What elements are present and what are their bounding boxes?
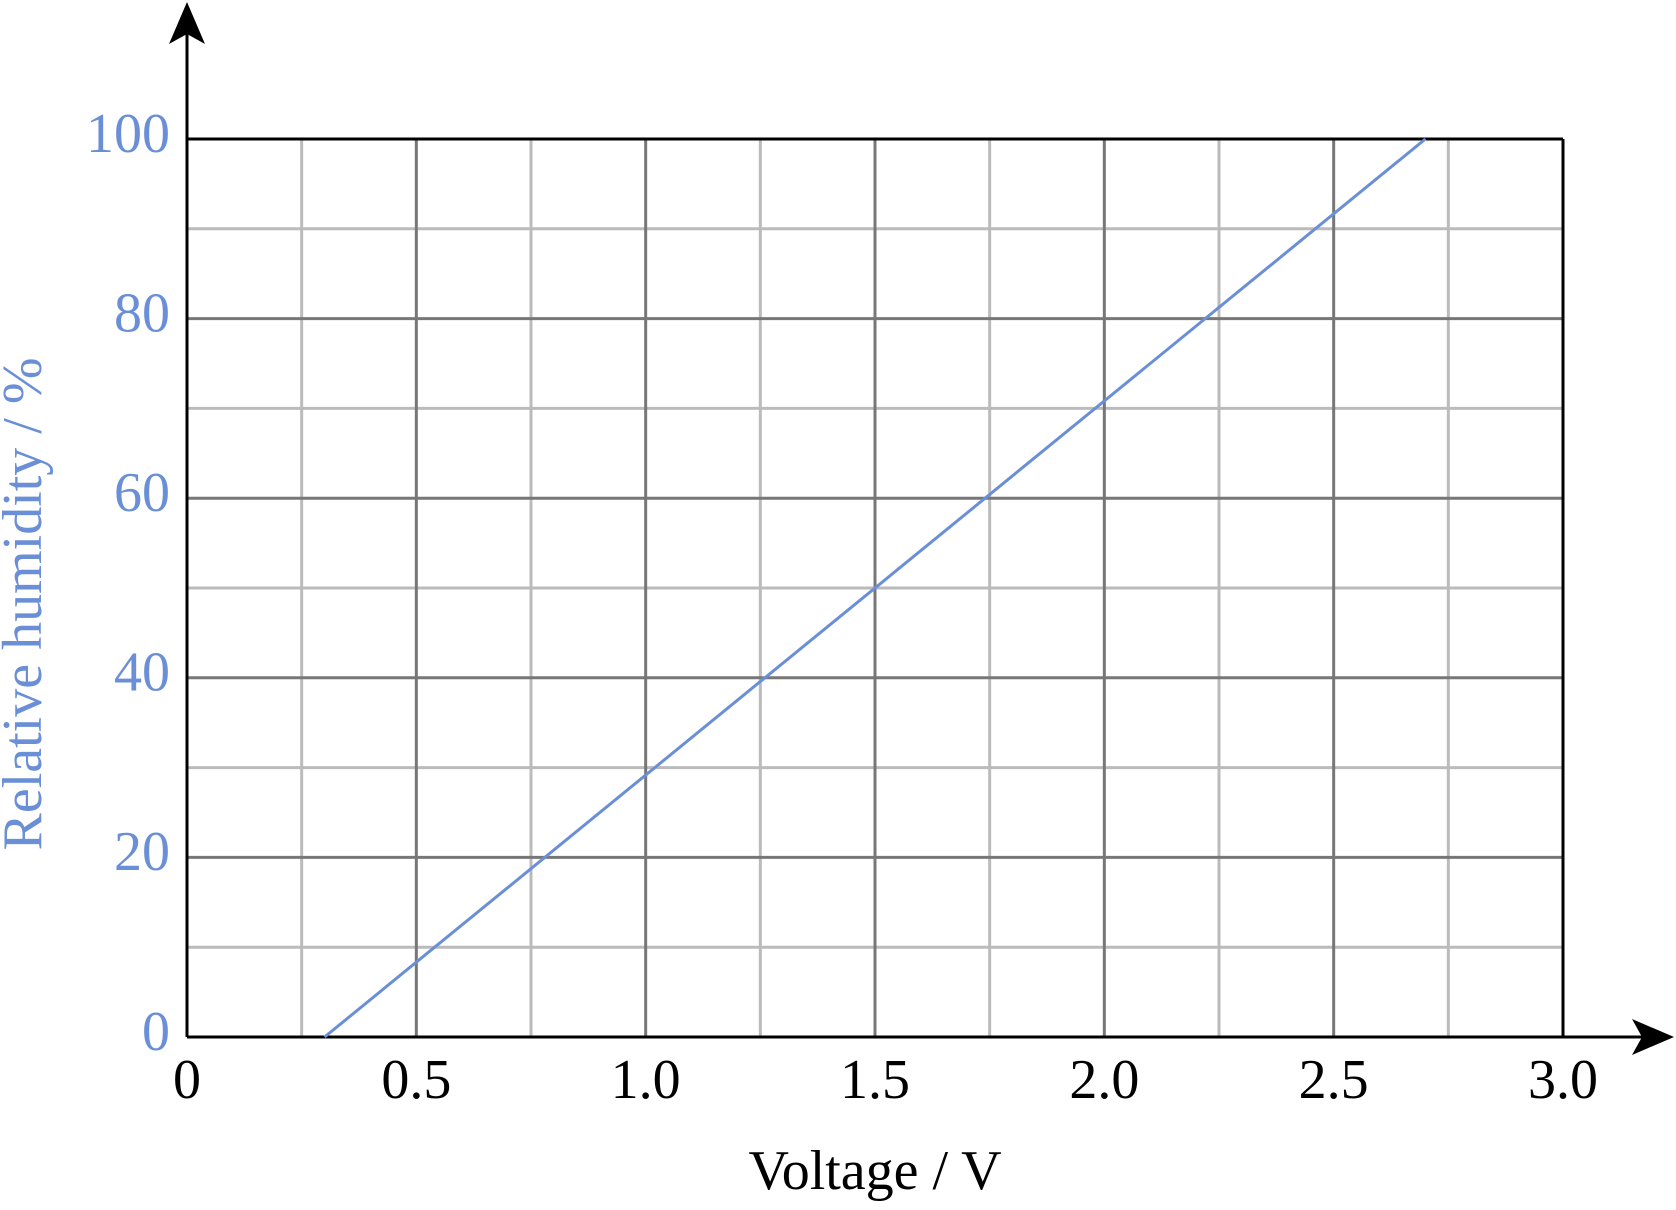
y-axis-arrow — [169, 2, 205, 44]
x-tick-label: 3.0 — [1528, 1049, 1598, 1111]
x-axis-arrow — [1632, 1019, 1674, 1055]
x-tick-label: 2.0 — [1069, 1049, 1139, 1111]
x-tick-label: 2.5 — [1299, 1049, 1369, 1111]
y-tick-label: 60 — [114, 462, 170, 524]
y-tick-label: 0 — [142, 1001, 170, 1063]
x-tick-label: 0.5 — [381, 1049, 451, 1111]
data-line — [323, 137, 1427, 1039]
y-axis-label: Relative humidity / % — [0, 357, 54, 850]
x-tick-label: 1.0 — [611, 1049, 681, 1111]
y-tick-label: 40 — [114, 642, 170, 704]
x-axis-label: Voltage / V — [748, 1140, 1001, 1202]
y-tick-label: 20 — [114, 821, 170, 883]
x-tick-label: 1.5 — [840, 1049, 910, 1111]
x-tick-label: 0 — [173, 1049, 201, 1111]
y-tick-label: 100 — [86, 103, 170, 165]
y-tick-label: 80 — [114, 282, 170, 344]
